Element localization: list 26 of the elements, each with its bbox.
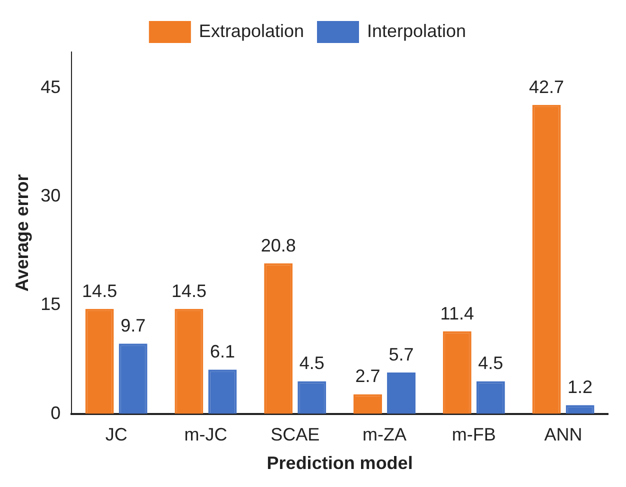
data-label: 14.5	[171, 280, 206, 301]
x-tick-label: ANN	[544, 424, 582, 445]
y-tick-label: 0	[50, 402, 61, 423]
data-label: 4.5	[478, 353, 504, 374]
data-label: 42.7	[529, 76, 564, 97]
x-tick-label: m-ZA	[362, 424, 407, 445]
data-label: 5.7	[388, 344, 414, 365]
y-tick-label: 15	[40, 294, 61, 314]
x-tick-label: JC	[105, 424, 128, 445]
x-tick-label: m-FB	[452, 424, 496, 445]
legend-label: Extrapolation	[198, 20, 304, 41]
y-axis-title: Average error	[12, 174, 32, 292]
x-axis-title: Prediction model	[266, 453, 413, 474]
data-label: 1.2	[568, 377, 593, 398]
data-label: 4.5	[299, 353, 324, 374]
data-label: 6.1	[210, 342, 235, 362]
legend-label: Interpolation	[366, 20, 466, 41]
data-label: 14.5	[82, 280, 118, 301]
data-label: 9.7	[120, 316, 146, 336]
x-tick-label: SCAE	[270, 424, 320, 445]
y-tick-label: 30	[40, 186, 61, 206]
data-label: 2.7	[355, 366, 380, 386]
x-tick-label: m-JC	[184, 424, 228, 445]
y-tick-label: 45	[40, 77, 61, 98]
data-label: 11.4	[440, 303, 474, 324]
data-label: 20.8	[260, 235, 296, 256]
